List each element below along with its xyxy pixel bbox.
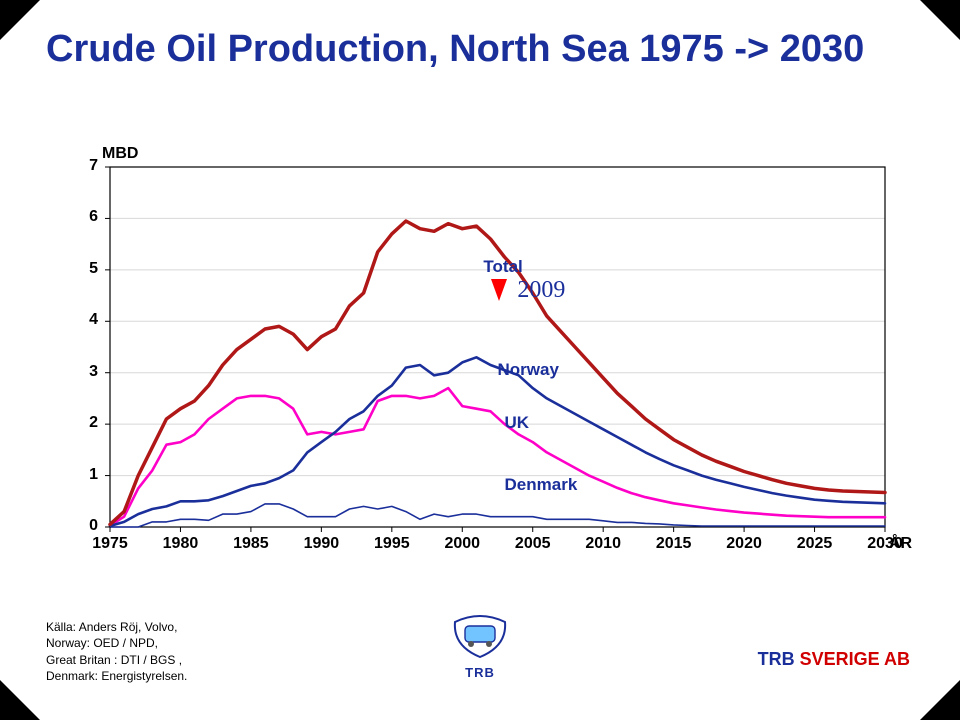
source-attribution: Källa: Anders Röj, Volvo, Norway: OED / … — [46, 619, 187, 684]
x-tick-label: 2005 — [515, 535, 551, 553]
source-line: Denmark: Energistyrelsen. — [46, 668, 187, 684]
y-axis-title: MBD — [102, 145, 138, 163]
source-line: Great Britan : DTI / BGS , — [46, 652, 187, 668]
x-tick-label: 2015 — [656, 535, 692, 553]
chart-svg — [60, 145, 900, 565]
x-tick-label: 2000 — [444, 535, 480, 553]
x-tick-label: 1990 — [304, 535, 340, 553]
x-tick-label: 1975 — [92, 535, 128, 553]
footer-logo-text: TRB — [451, 665, 509, 680]
x-tick-label: 2010 — [585, 535, 621, 553]
footer-company-trb: TRB — [758, 649, 795, 669]
footer-logo: TRB — [451, 612, 509, 680]
source-line: Norway: OED / NPD, — [46, 635, 187, 651]
footer-company: TRB SVERIGE AB — [758, 649, 910, 670]
footer-company-sv: SVERIGE AB — [795, 649, 910, 669]
series-label-denmark: Denmark — [505, 475, 578, 495]
x-axis-title: ÅR — [889, 535, 912, 553]
corner-decor — [0, 0, 40, 40]
y-tick-label: 2 — [89, 414, 98, 432]
y-tick-label: 6 — [89, 208, 98, 226]
production-chart: MBD 0 1 2 3 4 5 6 7 1975 1980 1985 1990 1995 2000 2005 2… — [60, 145, 900, 565]
x-tick-label: 2020 — [726, 535, 762, 553]
x-tick-label: 1985 — [233, 535, 269, 553]
y-tick-label: 5 — [89, 260, 98, 278]
x-tick-label: 1995 — [374, 535, 410, 553]
y-tick-label: 3 — [89, 363, 98, 381]
y-tick-label: 0 — [89, 517, 98, 535]
x-tick-label: 1980 — [163, 535, 199, 553]
y-tick-label: 7 — [89, 157, 98, 175]
marker-arrow-icon — [491, 279, 507, 301]
series-label-norway: Norway — [498, 360, 559, 380]
marker-year-label: 2009 — [517, 277, 565, 304]
corner-decor — [920, 680, 960, 720]
y-tick-label: 1 — [89, 466, 98, 484]
source-line: Källa: Anders Röj, Volvo, — [46, 619, 187, 635]
series-label-uk: UK — [505, 413, 530, 433]
y-tick-label: 4 — [89, 311, 98, 329]
x-tick-label: 2025 — [797, 535, 833, 553]
corner-decor — [0, 680, 40, 720]
page-title: Crude Oil Production, North Sea 1975 -> … — [46, 28, 920, 71]
series-label-total: Total — [483, 257, 522, 277]
corner-decor — [920, 0, 960, 40]
